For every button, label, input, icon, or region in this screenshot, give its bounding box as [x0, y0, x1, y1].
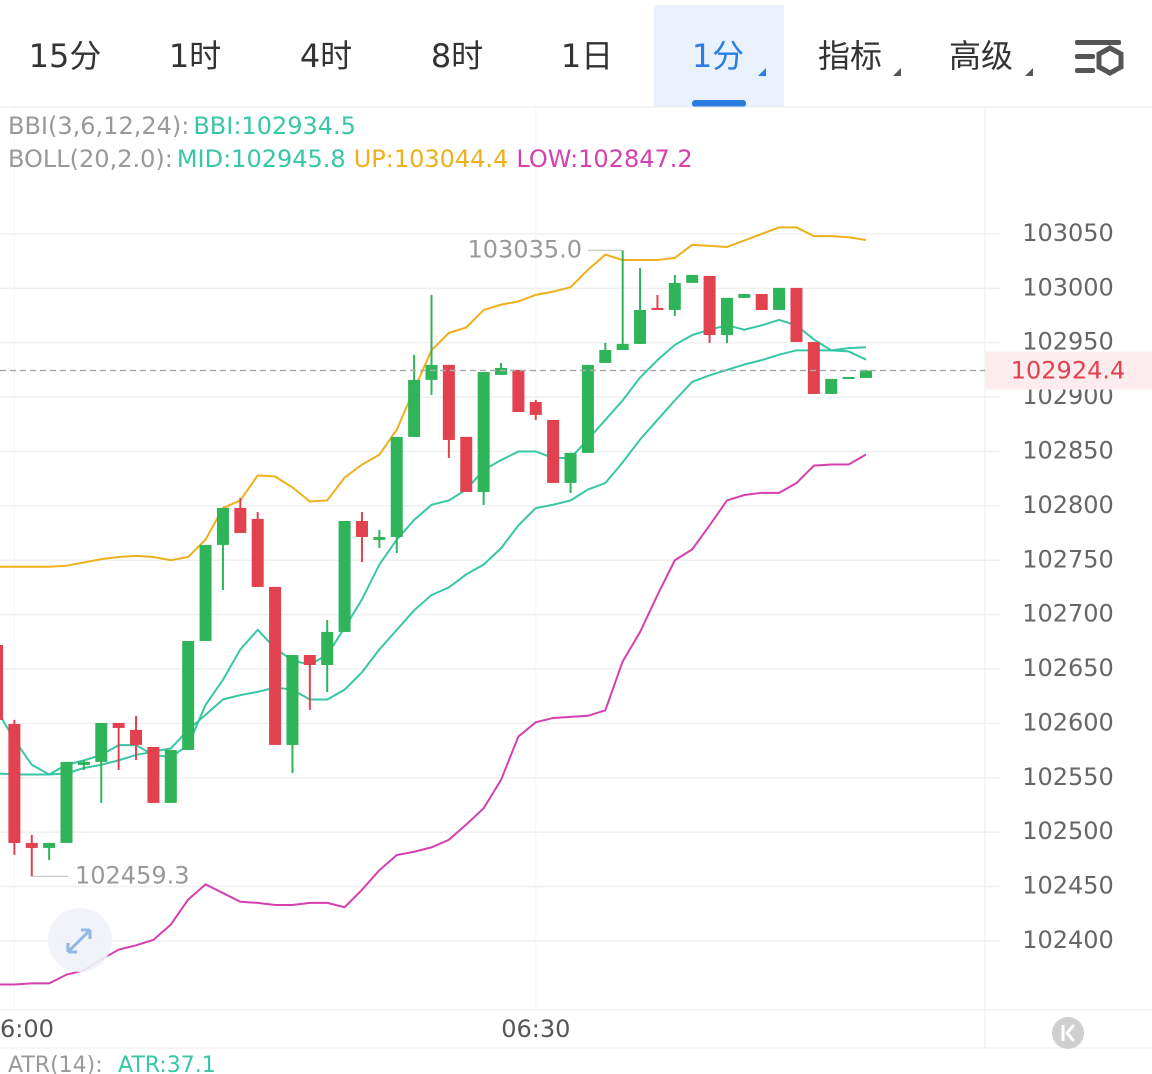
settings-icon[interactable]: [1075, 40, 1124, 76]
dropdown-arrow: [1025, 68, 1033, 76]
candle-body: [43, 842, 56, 848]
candle-body: [599, 350, 612, 363]
candle-body: [373, 536, 386, 540]
candle-body: [251, 518, 264, 587]
candle-body: [668, 282, 681, 310]
candle-body: [112, 722, 125, 728]
candle-body: [286, 654, 299, 745]
candle-body: [60, 761, 73, 843]
candle-body: [460, 436, 473, 492]
y-tick-label: 102850: [1022, 436, 1114, 464]
candle-body: [860, 370, 872, 378]
tab[interactable]: 高级: [949, 37, 1013, 75]
active-tab-bg: [654, 5, 784, 107]
y-tick-label: 102500: [1022, 817, 1114, 845]
candle-body: [512, 369, 525, 413]
y-tick-label: 102950: [1022, 328, 1114, 356]
candle-body: [216, 507, 229, 545]
tab[interactable]: 15分: [29, 37, 102, 75]
candle-body: [269, 586, 282, 745]
y-tick-label: 102700: [1022, 600, 1114, 628]
candle-body: [773, 287, 786, 310]
candle-body: [338, 520, 351, 632]
candle-body: [842, 376, 855, 379]
candle-body: [564, 452, 577, 483]
tab[interactable]: 1日: [561, 37, 613, 75]
candle-body: [651, 307, 664, 310]
indicator-line: [0, 318, 867, 776]
dropdown-arrow: [758, 68, 766, 76]
candle-body: [581, 364, 594, 453]
candle-body: [495, 367, 508, 375]
candle-body: [686, 274, 699, 283]
candle-body: [703, 275, 716, 335]
x-tick-label: 06:30: [501, 1015, 570, 1043]
active-tab-underline: [692, 100, 746, 107]
low-label: 102459.3: [75, 861, 190, 889]
last-price-box: [985, 351, 1152, 390]
candle-body: [720, 297, 733, 335]
y-tick-label: 102400: [1022, 926, 1114, 954]
indicator-label: BBI(3,6,12,24):: [8, 112, 189, 140]
candle-body: [529, 401, 542, 415]
candle-body: [634, 309, 647, 344]
candle-body: [182, 640, 195, 750]
indicator-label: BOLL(20,2.0):: [8, 145, 173, 173]
candle-body: [425, 364, 438, 380]
candle-body: [408, 379, 421, 437]
candle-body: [199, 544, 212, 641]
candle-body: [807, 341, 820, 394]
candle-body: [477, 371, 490, 492]
y-tick-label: 103000: [1022, 273, 1114, 301]
tab[interactable]: 4时: [300, 37, 352, 75]
candle-body: [755, 293, 768, 310]
tab-active[interactable]: 1分: [692, 37, 744, 75]
candle-body: [442, 364, 455, 440]
candle-body: [790, 287, 803, 342]
tab[interactable]: 1时: [169, 37, 221, 75]
candle-body: [355, 520, 368, 537]
y-tick-label: 102600: [1022, 708, 1114, 736]
candle-body: [738, 293, 751, 298]
candle-body: [130, 729, 143, 745]
indicator-line: [0, 453, 867, 986]
candle-body: [25, 842, 38, 848]
candle-body: [616, 343, 629, 351]
tab[interactable]: 指标: [818, 37, 882, 75]
plot: 102400 102450 102500 102550 102600 102650 1027…: [0, 108, 1152, 1043]
expand-button[interactable]: [48, 908, 112, 972]
y-tick-label: 102650: [1022, 654, 1114, 682]
y-tick-label: 102450: [1022, 872, 1114, 900]
x-tick-label: 6:00: [0, 1015, 54, 1043]
legend-entry: MID:102945.8: [177, 145, 346, 173]
candle-body: [0, 644, 3, 720]
candle-body: [321, 631, 334, 665]
y-tick-label: 102550: [1022, 763, 1114, 791]
candle-body: [825, 378, 838, 394]
tab[interactable]: 8时: [431, 37, 483, 75]
legend-entry: BBI:102934.5: [193, 112, 356, 140]
atr-value: ATR:37.1: [118, 1053, 216, 1074]
legend-entry: UP:103044.4: [354, 145, 509, 173]
collapse-button[interactable]: [1052, 1017, 1084, 1049]
dropdown-arrow: [893, 68, 901, 76]
candle-body: [390, 436, 403, 537]
candle-body: [303, 654, 316, 665]
candle-body: [8, 723, 21, 843]
candle-body: [234, 507, 247, 533]
candle-body: [547, 419, 560, 483]
indicator-line: [0, 346, 867, 776]
candle-body: [95, 722, 108, 762]
y-tick-label: 102800: [1022, 491, 1114, 519]
y-tick-label: 103050: [1022, 219, 1114, 247]
high-label: 103035.0: [467, 235, 582, 263]
candle-body: [147, 747, 160, 803]
candle-body: [164, 749, 177, 803]
atr-label: ATR(14):: [8, 1053, 103, 1074]
y-tick-label: 102750: [1022, 545, 1114, 573]
last-price-label: 102924.4: [1011, 357, 1126, 385]
candle-body: [77, 761, 90, 765]
legend-entry: LOW:102847.2: [516, 145, 692, 173]
